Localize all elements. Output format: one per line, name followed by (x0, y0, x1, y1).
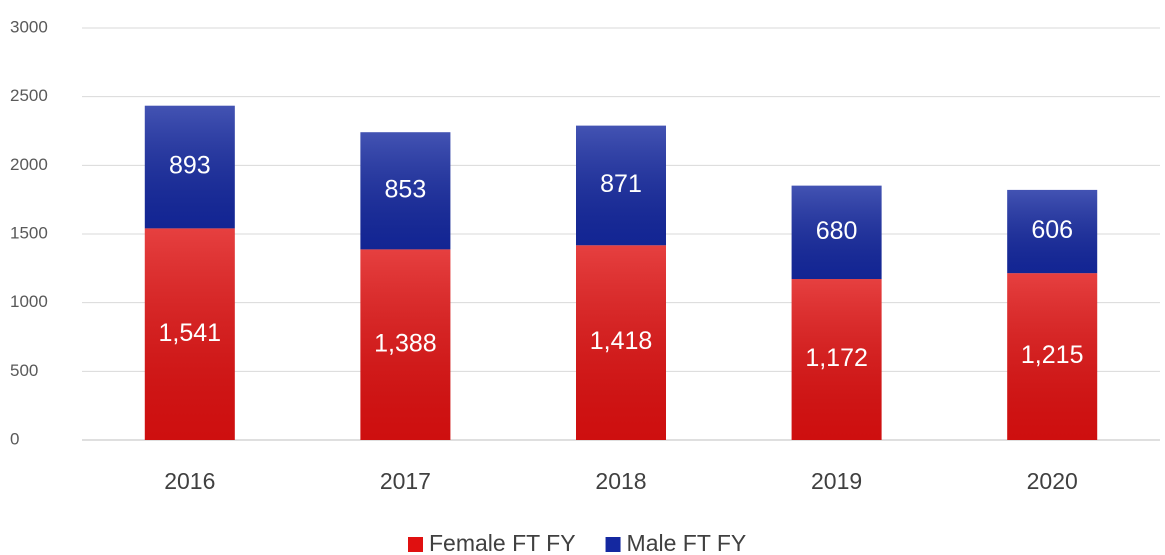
value-label: 893 (169, 152, 211, 180)
x-tick-label: 2020 (1027, 468, 1078, 494)
bar-shade (576, 245, 666, 440)
value-label: 1,172 (805, 344, 868, 372)
bar-shade (144, 228, 235, 440)
legend-swatch (605, 537, 621, 552)
bar-shade (791, 185, 882, 280)
bar-shade (360, 132, 451, 250)
bar-shade (1007, 189, 1098, 274)
value-label: 1,388 (374, 329, 437, 357)
value-label: 680 (816, 217, 858, 245)
bar-shade (144, 105, 235, 229)
value-label: 871 (600, 170, 642, 198)
value-label: 606 (1031, 216, 1073, 244)
y-tick-label: 0 (10, 429, 19, 448)
legend-label: Female FT FY (429, 530, 576, 555)
x-tick-label: 2016 (164, 468, 215, 494)
value-label: 1,418 (590, 327, 653, 355)
y-tick-label: 500 (10, 361, 38, 380)
y-tick-label: 1500 (10, 223, 48, 242)
bar-shade (791, 279, 882, 440)
value-label: 853 (385, 175, 427, 203)
y-tick-label: 3000 (10, 17, 48, 36)
y-tick-label: 2500 (10, 86, 48, 105)
bar-shade (576, 125, 666, 246)
bar-shade (1007, 273, 1098, 440)
bar-shade (360, 249, 451, 440)
legend-swatch (408, 537, 423, 552)
y-tick-label: 1000 (10, 292, 48, 311)
legend-label: Male FT FY (627, 530, 747, 555)
x-tick-label: 2019 (811, 468, 862, 494)
y-tick-label: 2000 (10, 155, 48, 174)
x-tick-label: 2017 (380, 468, 431, 494)
value-label: 1,215 (1021, 341, 1084, 369)
value-label: 1,541 (159, 319, 222, 347)
x-tick-label: 2018 (595, 468, 646, 494)
